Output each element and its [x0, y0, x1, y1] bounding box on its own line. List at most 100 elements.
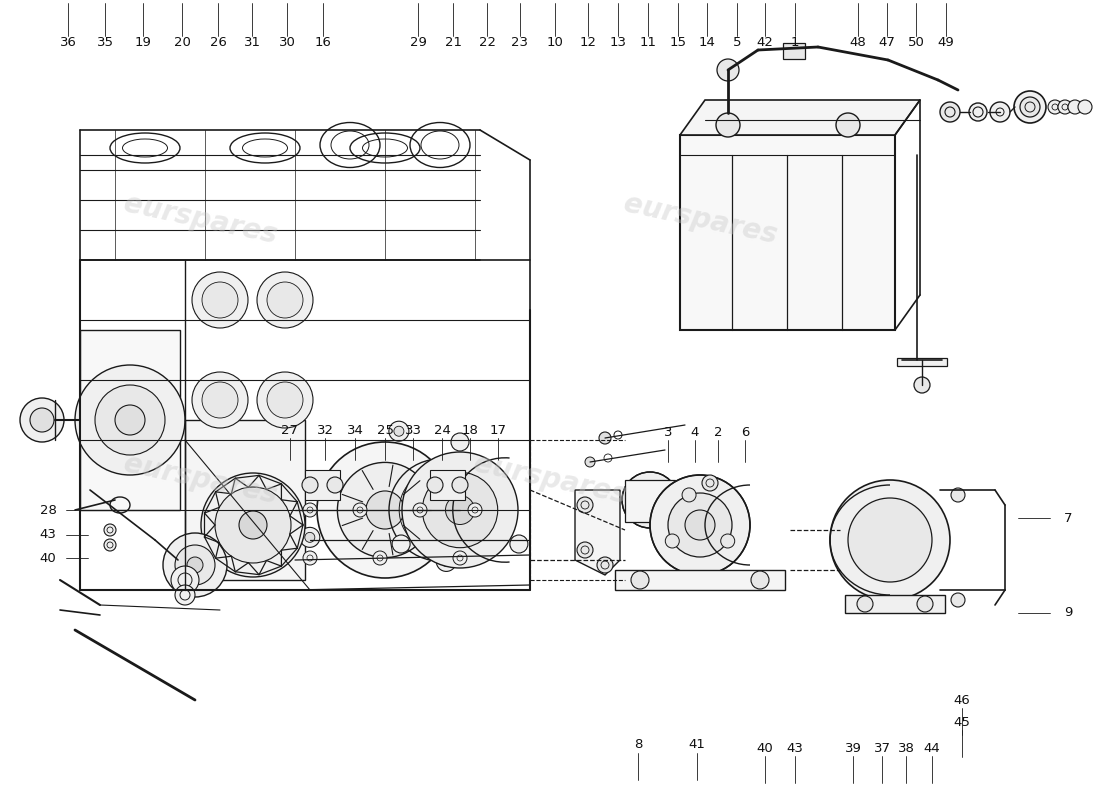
Circle shape [116, 405, 145, 435]
Text: 41: 41 [689, 738, 705, 751]
Text: 34: 34 [346, 423, 363, 437]
Text: 10: 10 [547, 37, 563, 50]
Text: 28: 28 [40, 503, 56, 517]
Polygon shape [680, 100, 920, 135]
Text: 11: 11 [639, 37, 657, 50]
Circle shape [952, 593, 965, 607]
Circle shape [163, 533, 227, 597]
Circle shape [300, 527, 320, 547]
Bar [783, 43, 805, 59]
Circle shape [666, 534, 680, 548]
Bar [896, 358, 947, 366]
Circle shape [192, 272, 248, 328]
Circle shape [585, 457, 595, 467]
Circle shape [1058, 100, 1072, 114]
Text: 15: 15 [670, 37, 686, 50]
Circle shape [917, 596, 933, 612]
Circle shape [302, 477, 318, 493]
Circle shape [702, 475, 718, 491]
Circle shape [366, 491, 404, 529]
Text: 44: 44 [924, 742, 940, 754]
Circle shape [214, 487, 292, 563]
Circle shape [257, 272, 314, 328]
Text: 9: 9 [1064, 606, 1072, 619]
Text: 33: 33 [405, 423, 421, 437]
Circle shape [510, 535, 528, 553]
Circle shape [267, 382, 303, 418]
Circle shape [373, 551, 387, 565]
Bar [305, 470, 340, 500]
Text: 40: 40 [757, 742, 773, 754]
Circle shape [452, 477, 468, 493]
Bar [185, 420, 305, 580]
Circle shape [682, 488, 696, 502]
Circle shape [720, 534, 735, 548]
Text: 37: 37 [873, 742, 891, 754]
Text: 14: 14 [698, 37, 715, 50]
Circle shape [1020, 97, 1040, 117]
Text: 19: 19 [134, 37, 152, 50]
Bar [680, 135, 895, 330]
Circle shape [187, 557, 204, 573]
Polygon shape [575, 490, 620, 575]
Circle shape [427, 477, 443, 493]
Circle shape [201, 473, 305, 577]
Circle shape [302, 551, 317, 565]
Text: 43: 43 [40, 529, 56, 542]
Text: 42: 42 [757, 37, 773, 50]
Circle shape [30, 408, 54, 432]
Bar [625, 480, 675, 522]
Circle shape [668, 493, 732, 557]
Text: 47: 47 [879, 37, 895, 50]
Text: 26: 26 [210, 37, 227, 50]
Text: 13: 13 [609, 37, 627, 50]
Circle shape [952, 488, 965, 502]
Circle shape [327, 477, 343, 493]
Text: 43: 43 [786, 742, 803, 754]
Bar [80, 330, 180, 510]
Text: 30: 30 [278, 37, 296, 50]
Circle shape [353, 503, 367, 517]
Circle shape [650, 475, 750, 575]
Circle shape [394, 426, 404, 436]
Text: 31: 31 [243, 37, 261, 50]
Circle shape [857, 596, 873, 612]
Circle shape [848, 498, 932, 582]
Circle shape [914, 377, 929, 393]
Circle shape [1014, 91, 1046, 123]
Text: 18: 18 [462, 423, 478, 437]
Bar [615, 570, 785, 590]
Circle shape [239, 511, 267, 539]
Circle shape [202, 382, 238, 418]
Circle shape [437, 551, 456, 571]
Circle shape [257, 372, 314, 428]
Text: 3: 3 [663, 426, 672, 438]
Circle shape [578, 542, 593, 558]
Circle shape [451, 433, 469, 451]
Circle shape [392, 535, 410, 553]
Circle shape [175, 585, 195, 605]
Circle shape [836, 113, 860, 137]
Circle shape [631, 571, 649, 589]
Text: 29: 29 [409, 37, 427, 50]
Circle shape [104, 524, 116, 536]
Text: 40: 40 [40, 551, 56, 565]
Circle shape [1068, 100, 1082, 114]
Circle shape [578, 497, 593, 513]
Text: 4: 4 [691, 426, 700, 438]
Circle shape [170, 566, 199, 594]
Circle shape [716, 113, 740, 137]
Text: 35: 35 [97, 37, 113, 50]
Circle shape [468, 503, 482, 517]
Text: 48: 48 [849, 37, 867, 50]
Text: 24: 24 [433, 423, 450, 437]
Circle shape [940, 102, 960, 122]
Circle shape [317, 442, 453, 578]
Text: 1: 1 [791, 37, 800, 50]
Circle shape [75, 365, 185, 475]
Circle shape [412, 503, 427, 517]
Circle shape [969, 103, 987, 121]
Circle shape [621, 472, 678, 528]
Circle shape [175, 545, 214, 585]
Text: 5: 5 [733, 37, 741, 50]
